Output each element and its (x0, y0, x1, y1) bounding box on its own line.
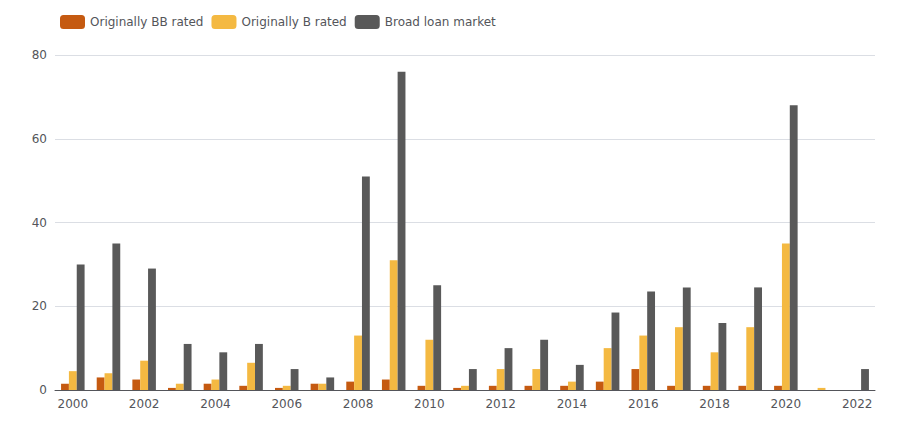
svg-text:2012: 2012 (485, 397, 516, 411)
svg-text:2020: 2020 (771, 397, 802, 411)
svg-text:2018: 2018 (699, 397, 730, 411)
svg-text:2008: 2008 (343, 397, 374, 411)
svg-text:Originally B rated: Originally B rated (241, 15, 346, 29)
svg-text:2014: 2014 (557, 397, 588, 411)
svg-text:2000: 2000 (58, 397, 89, 411)
svg-text:20: 20 (32, 299, 47, 313)
svg-text:2002: 2002 (129, 397, 160, 411)
svg-text:2010: 2010 (414, 397, 445, 411)
svg-text:2006: 2006 (271, 397, 302, 411)
svg-text:60: 60 (32, 132, 47, 146)
svg-text:2016: 2016 (628, 397, 659, 411)
svg-text:Originally BB rated: Originally BB rated (90, 15, 203, 29)
svg-text:40: 40 (32, 216, 47, 230)
svg-text:Broad loan market: Broad loan market (385, 15, 496, 29)
svg-text:80: 80 (32, 48, 47, 62)
svg-text:2004: 2004 (200, 397, 231, 411)
svg-text:0: 0 (39, 383, 47, 397)
svg-text:2022: 2022 (842, 397, 873, 411)
